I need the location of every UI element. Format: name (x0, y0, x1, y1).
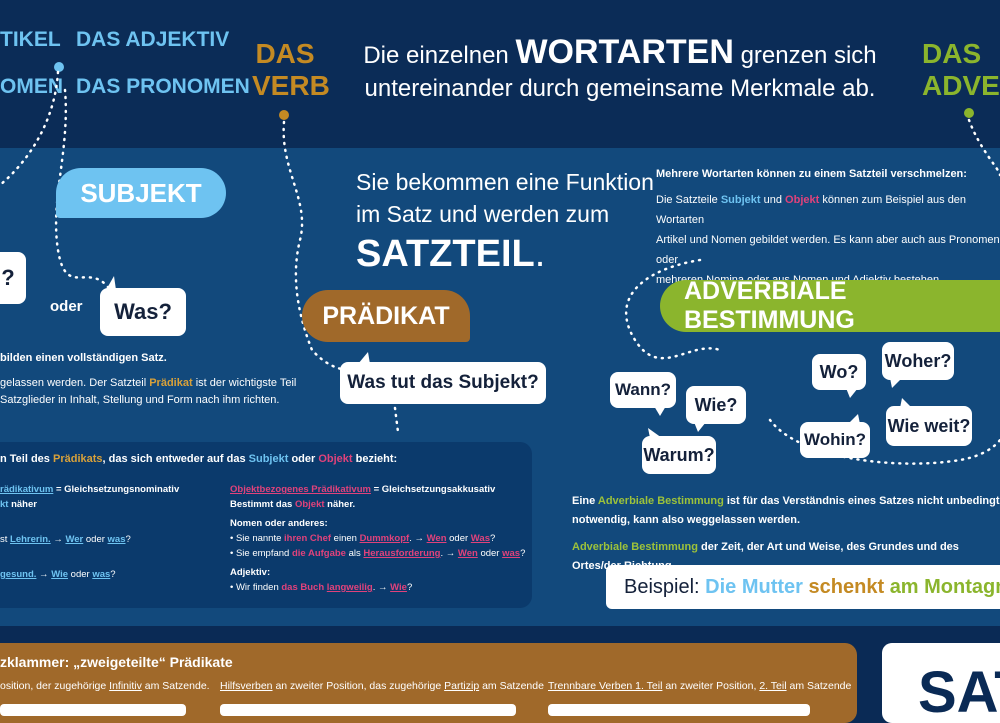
subjekt-label: SUBJEKT (56, 168, 226, 218)
oder-label: oder (50, 298, 83, 315)
question-wie: Wie? (686, 386, 746, 424)
subjekt-text-2: gelassen werden. Der Satzteil Prädikat i… (0, 377, 297, 389)
was-bubble: Was? (100, 288, 186, 336)
question-wohin: Wohin? (800, 422, 870, 458)
subjekt-text-3: Satzglieder in Inhalt, Stellung und Form… (0, 394, 280, 406)
subjekt-text-1: bilden einen vollständigen Satz. (0, 352, 167, 364)
beispiel-box: Beispiel: Die Mutter schenkt am Montagmo… (606, 565, 1000, 609)
connector-dot-blue (54, 62, 64, 72)
praedikat-question-tail (358, 352, 370, 364)
adverbiale-label: ADVERBIALE BESTIMMUNG (660, 277, 1000, 334)
praedikat-label: PRÄDIKAT (302, 290, 470, 342)
adverbiale-text-1: Eine Adverbiale Bestimmung ist für das V… (572, 495, 1000, 507)
top-band (0, 0, 1000, 148)
heading-verb-line1: DAS (255, 38, 315, 69)
verschmelzen-line1: Die Satzteile Subjekt und Objekt können … (656, 194, 967, 226)
headline-big: WORTARTEN (515, 33, 734, 71)
heading-nomen: OMEN (0, 75, 63, 98)
heading-verb-line2: VERB (252, 70, 330, 101)
satz-box-text: SAT (918, 660, 1000, 723)
satz-box: SAT (882, 643, 1000, 723)
subjekt-question-partial: ? (0, 252, 26, 304)
verschmelzen-line2: Artikel und Nomen gebildet werden. Es ka… (656, 234, 1000, 266)
klammer-col2: Hilfsverben an zweiter Position, das zug… (220, 680, 544, 692)
klammer-example-bar-3 (548, 704, 810, 716)
question-wann: Wann? (610, 372, 676, 408)
adverbiale-text: Eine Adverbiale Bestimmung ist für das V… (572, 492, 1000, 576)
heading-pronomen: DAS PRONOMEN (76, 75, 250, 98)
center-satzteil: SATZTEIL (356, 233, 535, 275)
verschmelzen-title: Mehrere Wortarten können zu einem Satzte… (656, 168, 967, 180)
heading-verb: DAS VERB (252, 38, 330, 102)
center-line2: im Satz und werden zum (356, 201, 610, 227)
connector-dot-gold (279, 110, 289, 120)
heading-adverb-line2: ADVERB (922, 70, 1000, 101)
praedikativ-intro: n Teil des Prädikats, das sich entweder … (0, 453, 398, 465)
praedikativ-box (0, 442, 532, 608)
heading-adverb: DAS ADVERB (922, 38, 1000, 102)
beispiel-subjekt: Die Mutter (705, 575, 803, 598)
klammer-title: zklammer: „zweigeteilte“ Prädikate (0, 654, 233, 670)
adverbiale-text-2: notwendig, kann also weggelassen werden. (572, 514, 800, 526)
headline-pre: Die einzelnen (363, 42, 509, 69)
klammer-example-bar-1 (0, 704, 186, 716)
question-woher: Woher? (882, 342, 954, 380)
klammer-col1: osition, der zugehörige Infinitiv am Sat… (0, 680, 210, 692)
beispiel-verb: schenkt (808, 575, 885, 598)
klammer-col3: Trennbare Verben 1. Teil an zweiter Posi… (548, 680, 852, 692)
praedikativ-content: n Teil des Prädikats, das sich entweder … (0, 452, 532, 593)
verschmelzen-text: Mehrere Wortarten können zu einem Satzte… (656, 164, 1000, 290)
question-warum: Warum? (642, 436, 716, 474)
klammer-example-bar-2 (220, 704, 516, 716)
beispiel-adverbiale: am Montagmorg (889, 575, 1000, 598)
subjekt-text: bilden einen vollständigen Satz. gelasse… (0, 350, 300, 409)
beispiel-pre: Beispiel: (624, 575, 700, 598)
center-text: Sie bekommen eine Funktion im Satz und w… (356, 166, 654, 278)
heading-adverb-line1: DAS (922, 38, 982, 69)
was-bubble-tail (106, 276, 116, 290)
question-wo: Wo? (812, 354, 866, 390)
heading-adjektiv: DAS ADJEKTIV (76, 28, 230, 51)
headline-post: grenzen sich (740, 42, 877, 69)
praedikativ-left: rädikativum = Gleichsetzungsnominativ kt… (0, 484, 180, 580)
praedikat-question: Was tut das Subjekt? (340, 362, 546, 404)
praedikativ-right: Objektbezogenes Prädikativum = Gleichset… (230, 484, 526, 593)
connector-dot-green (964, 108, 974, 118)
heading-artikel: TIKEL (0, 28, 61, 51)
headline: Die einzelnen WORTARTEN grenzen sich unt… (330, 34, 910, 104)
headline-line2: untereinander durch gemeinsame Merkmale … (364, 75, 876, 102)
question-wie-weit: Wie weit? (886, 406, 972, 446)
center-line1: Sie bekommen eine Funktion (356, 169, 654, 195)
